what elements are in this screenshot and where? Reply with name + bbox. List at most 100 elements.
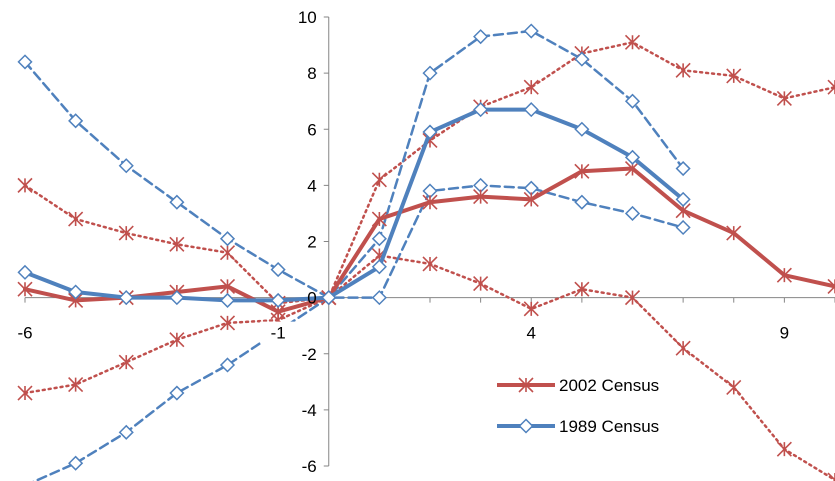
- x-tick-label: 4: [527, 324, 536, 343]
- data-point: [473, 29, 489, 45]
- data-point: [624, 290, 641, 306]
- y-tick-label: 0: [307, 289, 316, 308]
- data-point: [169, 236, 185, 252]
- series-line: [23, 107, 686, 303]
- x-tick-label: -6: [17, 324, 32, 343]
- data-point: [675, 340, 691, 356]
- x-tick-label: 9: [780, 324, 789, 343]
- chart-series: [17, 23, 835, 481]
- data-point: [473, 102, 489, 118]
- data-point: [574, 194, 590, 210]
- data-point: [523, 23, 539, 39]
- data-point: [17, 385, 33, 401]
- x-tick-label: -1: [271, 324, 286, 343]
- data-point: [422, 256, 438, 272]
- y-tick-label: 4: [307, 176, 316, 195]
- data-point: [68, 284, 84, 300]
- data-point: [219, 278, 236, 294]
- data-point: [219, 315, 236, 331]
- data-point: [169, 290, 185, 306]
- data-point: [68, 211, 84, 227]
- data-point: [473, 276, 489, 292]
- data-point: [219, 245, 236, 261]
- data-point: [827, 79, 835, 95]
- y-tick-label: 2: [307, 233, 316, 252]
- data-point: [371, 231, 387, 247]
- data-point: [270, 262, 286, 278]
- data-point: [270, 292, 286, 308]
- data-point: [675, 219, 691, 236]
- data-point: [675, 62, 691, 78]
- data-point: [219, 292, 236, 308]
- y-tick-label: -2: [302, 345, 317, 364]
- y-tick-label: -4: [302, 401, 317, 420]
- data-point: [17, 177, 33, 193]
- series-estimate-3: [17, 102, 691, 308]
- data-point: [371, 172, 387, 188]
- data-point: [776, 90, 792, 106]
- data-point: [422, 65, 438, 81]
- chart-legend: 2002 Census 1989 Census: [497, 376, 659, 436]
- data-point: [68, 377, 84, 393]
- data-point: [371, 211, 387, 227]
- data-point: [675, 191, 691, 207]
- data-point: [169, 385, 185, 401]
- data-point: [827, 278, 835, 294]
- data-point: [17, 264, 33, 280]
- data-point: [574, 281, 590, 297]
- data-point: [523, 301, 539, 317]
- x-tick-label-bg: [260, 321, 297, 344]
- data-point: [523, 102, 539, 118]
- data-point: [17, 281, 33, 297]
- data-point: [473, 189, 489, 205]
- series-lower-bound-2: [17, 247, 835, 481]
- data-point: [518, 377, 534, 393]
- data-point: [371, 290, 387, 306]
- y-tick-label: 6: [307, 120, 316, 139]
- data-point: [624, 149, 641, 165]
- data-point: [624, 205, 641, 221]
- data-point: [624, 93, 641, 109]
- data-point: [321, 290, 337, 306]
- data-point: [675, 160, 691, 177]
- data-point: [17, 54, 33, 70]
- y-tick-label: 10: [298, 8, 317, 27]
- legend-label: 1989 Census: [559, 417, 659, 436]
- data-point: [776, 267, 792, 283]
- data-point: [574, 51, 590, 67]
- chart-axes: [24, 16, 835, 467]
- series-line: [32, 184, 685, 481]
- data-point: [219, 357, 236, 373]
- legend-label: 2002 Census: [559, 376, 659, 395]
- legend-item: 2002 Census: [497, 376, 659, 395]
- data-point: [422, 124, 438, 140]
- data-point: [68, 113, 84, 129]
- series-estimate-0: [17, 160, 835, 320]
- series-lower-bound-5: [32, 177, 691, 481]
- data-point: [518, 418, 534, 434]
- data-point: [574, 121, 590, 137]
- y-tick-label: -6: [302, 457, 317, 476]
- data-point: [169, 332, 185, 348]
- data-point: [624, 34, 641, 50]
- data-point: [776, 441, 792, 457]
- data-point: [827, 472, 835, 481]
- data-point: [726, 379, 742, 395]
- data-point: [169, 194, 185, 210]
- data-point: [118, 424, 134, 440]
- series-line: [23, 254, 835, 481]
- data-point: [726, 68, 742, 84]
- data-point: [422, 194, 438, 210]
- data-point: [118, 354, 134, 370]
- data-point: [726, 225, 742, 241]
- data-point: [523, 191, 539, 207]
- series-upper-bound-4: [17, 23, 691, 306]
- data-point: [219, 231, 236, 247]
- x-tick-label-bg: [513, 321, 550, 344]
- data-point: [68, 455, 84, 471]
- data-point: [371, 259, 387, 275]
- legend-item: 1989 Census: [497, 417, 659, 436]
- tick-labels: -6 -4 -2 0 2 4 6 8 10 -6 -1 4 9: [7, 8, 803, 476]
- x-tick-label-bg: [766, 321, 803, 344]
